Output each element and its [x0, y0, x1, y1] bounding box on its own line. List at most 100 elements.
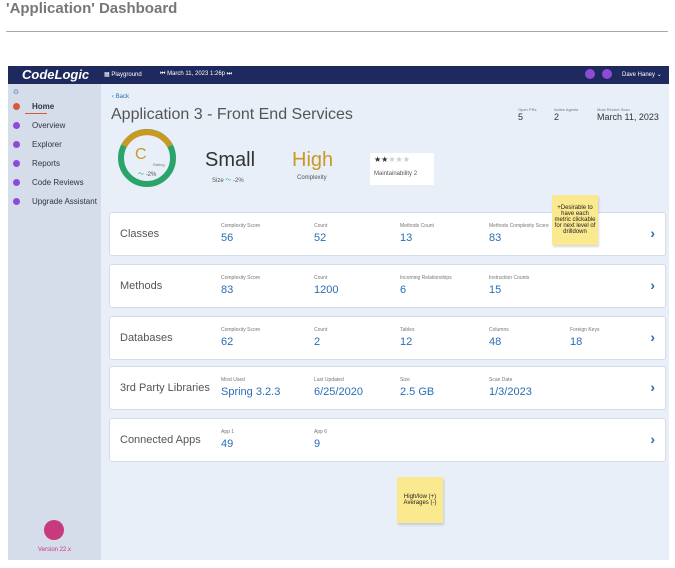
rating-change-text: -2%	[145, 172, 157, 178]
nav-item[interactable]: Reports	[32, 159, 61, 168]
metric-value[interactable]: 1/3/2023	[489, 386, 532, 398]
metric-label: Complexity Score	[221, 223, 261, 229]
version: Version 22.x	[38, 547, 72, 553]
workspace[interactable]: ▦ Playground	[104, 72, 142, 78]
nav-icon	[13, 160, 20, 167]
rating-gauge	[118, 129, 176, 187]
metric-value[interactable]: 12	[400, 336, 413, 348]
metric-card[interactable]: Connected Apps App 1 49 App 6 9 ›	[109, 418, 666, 462]
metric-label: Count	[314, 275, 328, 281]
metric-value[interactable]: 6	[400, 284, 407, 296]
metric-card[interactable]: Databases Complexity Score 62 Count 2 Tables 1…	[109, 316, 666, 360]
card-name: 3rd Party Libraries	[120, 382, 210, 394]
metric-label: Size	[400, 377, 410, 383]
nav-icon	[13, 198, 20, 205]
metric-label: Incoming Relationships	[400, 275, 452, 281]
nav-icon	[13, 179, 20, 186]
metric-value[interactable]: Spring 3.2.3	[221, 386, 281, 398]
metric-value[interactable]: 52	[314, 232, 327, 244]
metric-value[interactable]: 48	[489, 336, 502, 348]
metric-value[interactable]: 83	[489, 232, 502, 244]
app-name: Application 3 - Front End Services	[111, 106, 353, 123]
nav-icon	[13, 122, 20, 129]
card-arrow[interactable]: ›	[650, 225, 655, 241]
metric-value[interactable]: 15	[489, 284, 502, 296]
gauge-arc	[121, 129, 173, 148]
metric-value[interactable]: 13	[400, 232, 413, 244]
metric-label: Instruction Counts	[489, 275, 530, 281]
collapse-icon[interactable]: ⊙	[13, 89, 19, 96]
top-bar: CodeLogic ▦ Playground ⏮ March 11, 2023 …	[8, 66, 669, 84]
metric-label: Last Updated	[314, 377, 344, 383]
page-title: 'Application' Dashboard	[6, 0, 178, 17]
metric-label: Complexity Score	[221, 275, 261, 281]
rating-label: Rating	[153, 162, 165, 167]
metric-label: Most Used	[221, 377, 245, 383]
nav-item[interactable]: Upgrade Assistant	[32, 197, 97, 206]
metric-value[interactable]: 18	[570, 336, 583, 348]
metric-label: Count	[314, 223, 328, 229]
card-name: Methods	[120, 280, 163, 292]
screenshot: CodeLogic ▦ Playground ⏮ March 11, 2023 …	[8, 66, 669, 560]
card-arrow[interactable]: ›	[650, 431, 655, 447]
card-arrow[interactable]: ›	[650, 379, 655, 395]
logo[interactable]: CodeLogic	[22, 67, 90, 82]
nav-item[interactable]: Explorer	[32, 140, 62, 149]
sticky-note: High/low (+) Averages (-)	[397, 477, 443, 523]
complexity-value: High	[292, 149, 334, 171]
card-arrow[interactable]: ›	[650, 277, 655, 293]
metric-label: Complexity Score	[221, 327, 261, 333]
back-text: Back	[115, 94, 130, 100]
metric-label: Methods Count	[400, 223, 434, 229]
stat-label: Open PRs	[518, 107, 537, 112]
stars: ★★★★★	[374, 155, 410, 164]
version-logo	[44, 520, 64, 540]
workspace-name: Playground	[111, 72, 142, 78]
metric-value[interactable]: 6/25/2020	[314, 386, 363, 398]
user[interactable]: Dave Haney ⌄	[622, 72, 662, 78]
timestamp[interactable]: ⏮ March 11, 2023 1:26p ⏭	[160, 71, 233, 77]
nav-item[interactable]: Code Reviews	[32, 178, 84, 187]
metric-label: Scan Date	[489, 377, 513, 383]
maintainability: Maintainability 2	[374, 171, 417, 177]
metric-value[interactable]: 1200	[314, 284, 339, 296]
nav-item[interactable]: Home	[32, 102, 55, 111]
metric-label: App 1	[221, 429, 235, 435]
size-change: -2%	[233, 178, 244, 184]
metric-card[interactable]: Methods Complexity Score 83 Count 1200 Incomi…	[109, 264, 666, 308]
metric-value[interactable]: 2	[314, 336, 321, 348]
card-name: Databases	[120, 332, 173, 344]
timestamp-text: March 11, 2023 1:26p	[167, 71, 226, 77]
metric-card[interactable]: 3rd Party Libraries Most Used Spring 3.2.3…	[109, 366, 666, 410]
card-name: Connected Apps	[120, 434, 201, 446]
maintainability-value: 2	[413, 171, 418, 177]
metric-label: Columns	[489, 327, 509, 333]
settings-icon[interactable]	[585, 69, 595, 79]
card-arrow[interactable]: ›	[650, 329, 655, 345]
metric-value[interactable]: 62	[221, 336, 234, 348]
metric-label: Methods Complexity Score	[489, 223, 549, 229]
divider	[6, 31, 668, 32]
maintainability-label: Maintainability	[374, 171, 413, 177]
metric-value[interactable]: 83	[221, 284, 234, 296]
metric-label: Foreign Keys	[570, 327, 600, 333]
help-icon[interactable]	[602, 69, 612, 79]
stat-value: March 11, 2023	[597, 112, 659, 122]
sidebar: ⊙ Home Overview Explorer Reports Code Review…	[8, 84, 101, 560]
size-label: Size 〜 -2%	[212, 178, 244, 184]
size-label-text: Size	[212, 178, 224, 184]
nav-icon	[13, 141, 20, 148]
stat-label: Most Recent Scan	[597, 107, 630, 112]
stat-value: 5	[518, 112, 524, 122]
rating-change: 〜 -2%	[138, 172, 157, 178]
user-name: Dave Haney	[622, 72, 656, 78]
metric-value[interactable]: 56	[221, 232, 234, 244]
size-value: Small	[205, 149, 256, 171]
nav-item[interactable]: Overview	[32, 121, 66, 130]
back-link[interactable]: ‹ Back	[112, 94, 130, 100]
metric-value[interactable]: 2.5 GB	[400, 386, 435, 398]
metric-value[interactable]: 9	[314, 438, 321, 450]
active-underline	[25, 113, 47, 114]
metric-value[interactable]: 49	[221, 438, 234, 450]
